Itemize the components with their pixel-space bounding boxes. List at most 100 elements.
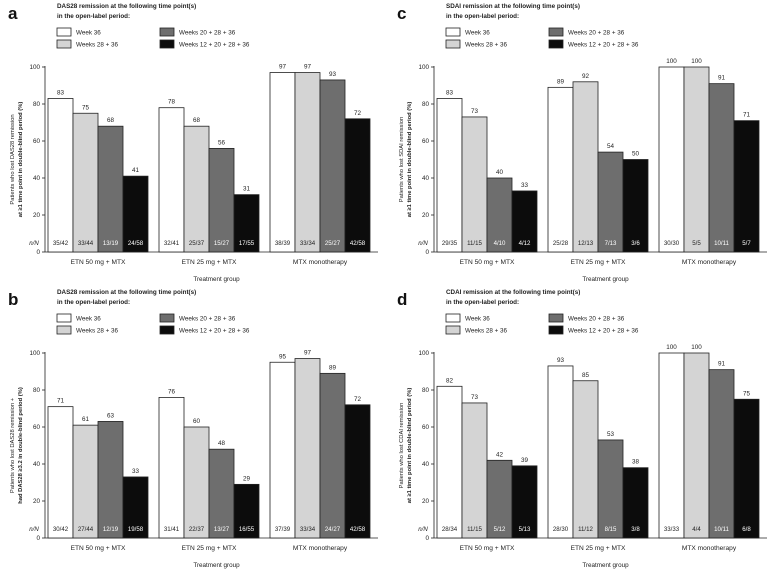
bar-value-label: 71 (743, 112, 751, 119)
bar (511, 465, 538, 539)
bar-count-label: 13/27 (214, 526, 230, 533)
bar-value-label: 97 (304, 350, 312, 357)
y-tick-label: 60 (422, 424, 430, 431)
panel-letter: d (397, 290, 407, 309)
bar-count-label: 25/28 (553, 240, 569, 247)
n-over-N-label: n/N (418, 240, 428, 247)
bar-value-label: 83 (57, 89, 65, 96)
y-tick-label: 0 (425, 249, 429, 256)
bar (72, 112, 99, 253)
bar-value-label: 33 (521, 182, 529, 189)
bar-value-label: 83 (446, 89, 454, 96)
bar-value-label: 63 (107, 412, 115, 419)
legend-swatch (548, 27, 564, 37)
x-category-label: ETN 50 mg + MTX (71, 259, 126, 266)
bar (233, 483, 260, 539)
bar (47, 406, 74, 539)
bar (708, 83, 735, 253)
legend-label: Week 36 (76, 30, 101, 37)
legend-label: Week 36 (76, 316, 101, 323)
bar-count-label: 19/58 (128, 526, 144, 533)
legend-swatch (159, 39, 175, 49)
y-tick-label: 20 (422, 498, 430, 505)
bar-count-label: 24/27 (325, 526, 341, 533)
bar (233, 194, 260, 253)
bar (294, 72, 321, 253)
chart-title: in the open-label period: (57, 13, 130, 20)
bar (622, 467, 649, 539)
y-tick-label: 80 (33, 387, 41, 394)
bar (683, 352, 710, 539)
bar-value-label: 73 (471, 394, 479, 401)
y-tick-label: 100 (418, 350, 429, 357)
chart-title: in the open-label period: (446, 13, 519, 20)
chart-panel-d: d CDAI remission at the following time po… (389, 286, 778, 572)
legend-label: Weeks 20 + 28 + 36 (568, 316, 625, 323)
chart-title: CDAI remission at the following time poi… (446, 289, 580, 296)
y-tick-label: 40 (33, 461, 41, 468)
bar-value-label: 72 (354, 110, 362, 117)
x-category-label: ETN 50 mg + MTX (460, 259, 515, 266)
bar-count-label: 5/13 (519, 526, 531, 533)
y-axis-label: Patients who lost SDAI remission (399, 117, 405, 202)
bar-count-label: 4/10 (494, 240, 506, 247)
bar-count-label: 24/58 (128, 240, 144, 247)
bar-value-label: 42 (496, 451, 504, 458)
bar-value-label: 40 (496, 169, 504, 176)
bar-value-label: 91 (718, 75, 726, 82)
bar-value-label: 73 (471, 108, 479, 115)
y-tick-label: 20 (422, 212, 430, 219)
bar-count-label: 32/41 (164, 240, 180, 247)
y-tick-label: 60 (33, 138, 41, 145)
bar (683, 66, 710, 253)
chart-svg-d: d CDAI remission at the following time po… (397, 289, 767, 569)
bar (597, 151, 624, 253)
y-tick-label: 100 (29, 350, 40, 357)
bar (622, 159, 649, 253)
bar-count-label: 7/13 (605, 240, 617, 247)
bar-count-label: 30/30 (664, 240, 680, 247)
bar (208, 147, 235, 253)
x-category-label: ETN 50 mg + MTX (71, 545, 126, 552)
bar (461, 116, 488, 253)
bar (72, 424, 99, 539)
bar-value-label: 75 (743, 390, 751, 397)
x-category-label: MTX monotherapy (293, 545, 348, 552)
y-tick-label: 80 (422, 387, 430, 394)
bar-count-label: 27/44 (78, 526, 94, 533)
bar (461, 402, 488, 539)
x-category-label: MTX monotherapy (682, 259, 737, 266)
bar (269, 72, 296, 253)
bar-value-label: 85 (582, 372, 590, 379)
y-tick-label: 60 (422, 138, 430, 145)
bar-count-label: 16/55 (239, 526, 255, 533)
n-over-N-label: n/N (418, 526, 428, 533)
bar-count-label: 33/33 (664, 526, 680, 533)
y-tick-label: 40 (422, 175, 430, 182)
legend-swatch (445, 39, 461, 49)
bar (597, 439, 624, 539)
bar-count-label: 5/5 (692, 240, 701, 247)
legend-label: Weeks 28 + 36 (465, 328, 508, 335)
y-tick-label: 40 (422, 461, 430, 468)
y-tick-label: 100 (418, 64, 429, 71)
bar (344, 404, 371, 539)
chart-panel-b: b DAS28 remission at the following time p… (0, 286, 389, 572)
bar-count-label: 12/19 (103, 526, 119, 533)
bar-count-label: 22/37 (189, 526, 205, 533)
legend-label: Week 36 (465, 316, 490, 323)
bar-count-label: 3/6 (631, 240, 640, 247)
y-tick-label: 0 (36, 535, 40, 542)
bar-value-label: 48 (218, 440, 226, 447)
legend-label: Weeks 12 + 20 + 28 + 36 (568, 42, 639, 49)
y-tick-label: 0 (36, 249, 40, 256)
legend-swatch (548, 39, 564, 49)
bar (122, 175, 149, 253)
bar-value-label: 93 (557, 357, 565, 364)
legend-swatch (159, 27, 175, 37)
chart-title: in the open-label period: (446, 299, 519, 306)
bar (733, 398, 760, 539)
bar-value-label: 76 (168, 388, 176, 395)
bar-value-label: 71 (57, 398, 65, 405)
bar (158, 107, 185, 253)
